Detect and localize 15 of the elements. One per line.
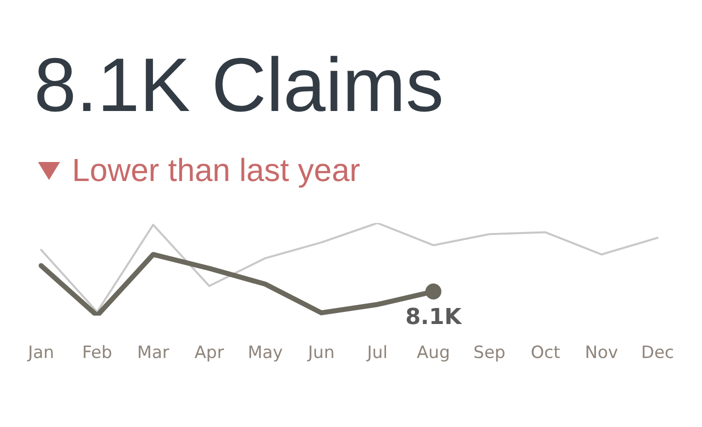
x-tick-label: Feb xyxy=(82,343,112,364)
x-tick-label: Oct xyxy=(530,343,560,364)
x-tick-label: Aug xyxy=(416,343,450,364)
x-tick-label: Mar xyxy=(137,343,170,364)
chart-subtitle: Lower than last year xyxy=(72,152,360,189)
annotation: 8.1K xyxy=(405,305,462,330)
x-tick-label: Apr xyxy=(194,343,224,364)
x-tick-label: Nov xyxy=(584,343,618,364)
chart-title: 8.1K Claims xyxy=(34,43,444,128)
x-tick-label: Jul xyxy=(366,343,388,364)
x-tick-label: Sep xyxy=(473,343,506,364)
x-tick-label: Dec xyxy=(641,343,674,364)
x-tick-label: May xyxy=(248,343,283,364)
x-tick-label: Jan xyxy=(26,343,54,364)
x-tick-label: Jun xyxy=(307,343,335,364)
